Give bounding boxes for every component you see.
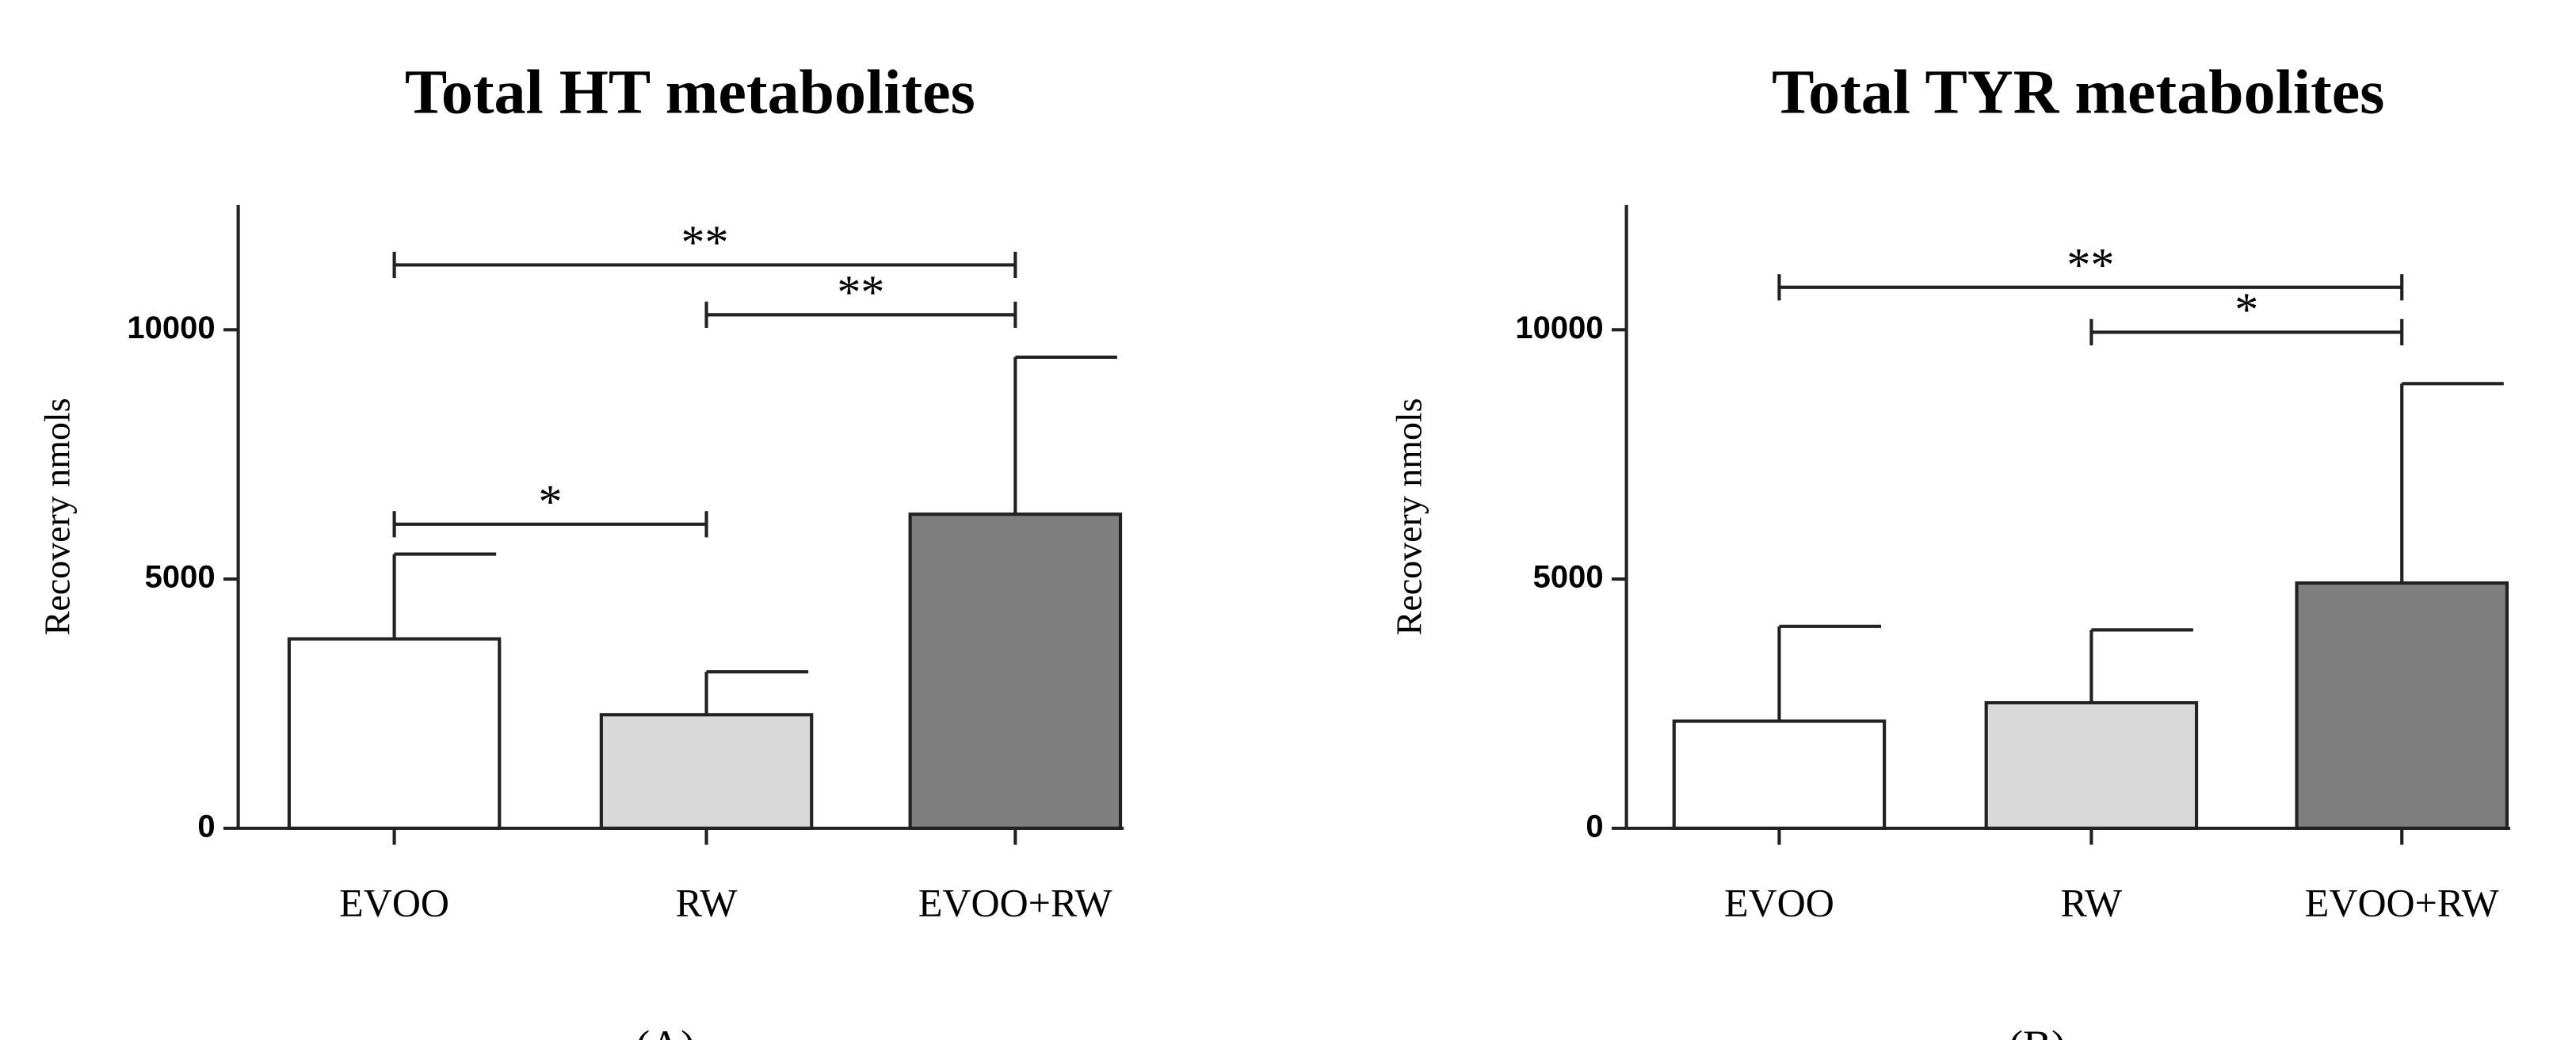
y-tick-label: 10000 xyxy=(1515,310,1603,345)
bar-evoo xyxy=(1672,719,1887,830)
y-tick-label: 0 xyxy=(1586,809,1603,844)
chart-title: Total HT metabolites xyxy=(405,58,975,128)
significance-label: * xyxy=(2234,284,2258,336)
significance-label: ** xyxy=(681,216,728,269)
significance-bracket: ** xyxy=(1777,238,2404,301)
x-tick-label: EVOO+RW xyxy=(918,881,1113,925)
panel-label: (A) xyxy=(635,1022,695,1040)
x-tick-label: EVOO xyxy=(1724,881,1834,925)
panel-label: (B) xyxy=(2009,1022,2066,1040)
bar-rw xyxy=(1984,701,2199,830)
significance-label: * xyxy=(539,476,563,528)
bar-rw xyxy=(599,713,814,830)
x-tick-label: EVOO+RW xyxy=(2305,881,2500,925)
chart-panel-2: Total TYR metabolites Recovery nmols 0 5000… xyxy=(1389,58,2511,1040)
x-tick-label: RW xyxy=(2060,881,2123,925)
significance-bracket: ** xyxy=(704,266,1017,328)
significance-label: ** xyxy=(2067,238,2114,291)
bar-evoo-plus-rw xyxy=(2295,581,2509,830)
y-tick-label: 10000 xyxy=(127,310,215,345)
figure-root: Total HT metabolites Recovery nmols 0 5000 1… xyxy=(36,58,2511,1040)
x-tick-label: RW xyxy=(676,881,738,925)
significance-bracket: * xyxy=(392,476,708,538)
chart-title: Total TYR metabolites xyxy=(1772,58,2384,128)
significance-bracket: ** xyxy=(392,216,1017,278)
y-tick-label: 5000 xyxy=(145,560,216,595)
bar-evoo-plus-rw xyxy=(908,512,1123,830)
x-tick-label: EVOO xyxy=(339,881,449,925)
y-tick-label: 5000 xyxy=(1533,560,1604,595)
y-axis-label: Recovery nmols xyxy=(36,398,77,635)
y-tick-label: 0 xyxy=(197,809,215,844)
bar-evoo xyxy=(287,637,502,830)
significance-bracket: * xyxy=(2089,284,2404,345)
chart-panel-1: Total HT metabolites Recovery nmols 0 5000 1… xyxy=(36,58,1124,1040)
significance-label: ** xyxy=(837,266,884,318)
y-axis-label: Recovery nmols xyxy=(1389,398,1429,635)
